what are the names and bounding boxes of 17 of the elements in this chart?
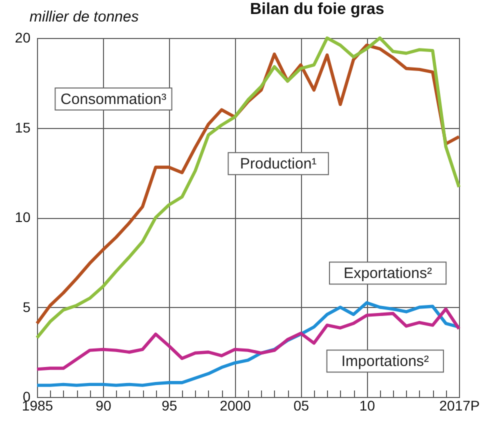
y-tick-label: 15 xyxy=(14,119,31,136)
x-tick-label: 10 xyxy=(359,398,376,414)
x-tick-label: 90 xyxy=(96,398,112,414)
y-tick-label: 20 xyxy=(14,30,31,46)
line-series xyxy=(35,307,461,371)
x-tick-label: 95 xyxy=(162,398,178,414)
text: Production¹ xyxy=(240,156,317,173)
x-tick-label: 05 xyxy=(293,398,310,414)
series-label: Importations² xyxy=(341,353,429,370)
x-tick-label: 2000 xyxy=(220,398,252,414)
series-label: Exportations² xyxy=(344,265,432,282)
text: Consommation³ xyxy=(60,91,166,108)
y-tick-label: 5 xyxy=(22,298,31,315)
y-axis-title: millier de tonnes xyxy=(30,8,140,26)
y-tick-label: 10 xyxy=(14,209,31,225)
chart-title: Bilan du foie gras xyxy=(250,1,384,18)
x-tick-label: 2017P xyxy=(439,398,480,414)
